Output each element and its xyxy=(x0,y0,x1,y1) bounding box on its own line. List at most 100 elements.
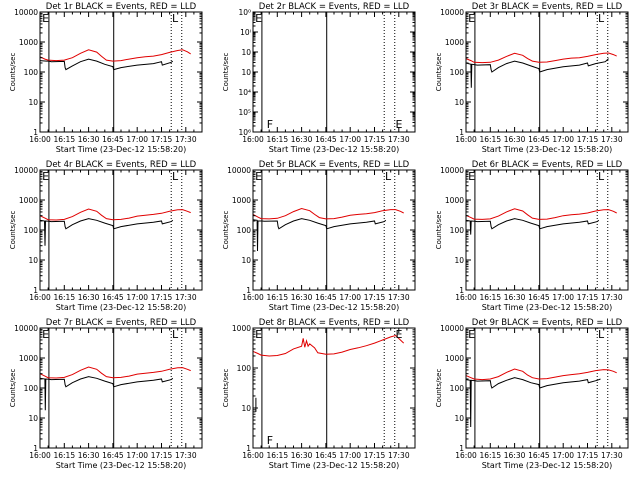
x-axis-label: Start Time (23-Dec-12 15:58:20) xyxy=(482,145,613,154)
y-tick-label: 10⁲ xyxy=(241,48,251,57)
y-tick-label: 1000 xyxy=(19,38,38,47)
y-tick-label: 1000 xyxy=(445,196,464,205)
x-tick-label: 16:15 xyxy=(53,135,75,144)
y-tick-label: 10 xyxy=(28,256,38,265)
y-axis-label: Counts/sec xyxy=(222,369,230,408)
x-tick-label: 17:30 xyxy=(388,135,410,144)
y-tick-label: 100 xyxy=(237,364,252,373)
y-tick-label: 10 xyxy=(241,404,251,413)
x-tick-label: 17:00 xyxy=(552,293,574,302)
y-tick-label: 10000 xyxy=(440,166,464,175)
x-tick-label: 17:00 xyxy=(126,451,148,460)
y-axis-label: Counts/sec xyxy=(435,211,443,250)
x-tick-label: 16:00 xyxy=(455,135,477,144)
marker-l: L xyxy=(598,12,605,25)
detector-plots-grid: Det 1r BLACK = Events, RED = LLD 1 10 100 10… xyxy=(0,0,640,480)
marker-l: L xyxy=(172,170,179,183)
x-axis-label: Start Time (23-Dec-12 15:58:20) xyxy=(56,303,187,312)
marker-f: F xyxy=(267,434,273,447)
x-tick-label: 17:15 xyxy=(364,451,386,460)
series-line-events xyxy=(253,219,386,251)
x-tick-label: 16:15 xyxy=(266,293,288,302)
x-tick-label: 16:15 xyxy=(266,135,288,144)
x-tick-label: 17:00 xyxy=(339,293,361,302)
marker-l: L xyxy=(598,170,605,183)
y-tick-label: 100 xyxy=(24,68,39,77)
plot-frame xyxy=(253,328,415,448)
series-line-lld xyxy=(466,369,617,380)
x-tick-label: 17:00 xyxy=(126,135,148,144)
marker-e: E xyxy=(255,170,262,183)
x-axis-label: Start Time (23-Dec-12 15:58:20) xyxy=(482,461,613,470)
x-tick-label: 16:45 xyxy=(102,451,124,460)
y-tick-label: 10 xyxy=(454,98,464,107)
y-tick-label: 1000 xyxy=(19,196,38,205)
series-line-events xyxy=(40,377,173,411)
series-line-lld xyxy=(40,50,191,61)
marker-l: L xyxy=(385,170,392,183)
series-line-lld xyxy=(466,53,617,63)
y-tick-label: 10000 xyxy=(440,324,464,333)
plot-frame xyxy=(466,170,628,290)
x-tick-label: 17:30 xyxy=(388,451,410,460)
x-tick-label: 16:00 xyxy=(455,451,477,460)
y-tick-label: 1000 xyxy=(232,196,251,205)
x-tick-label: 17:15 xyxy=(151,135,173,144)
x-tick-label: 16:00 xyxy=(29,135,51,144)
x-tick-label: 16:00 xyxy=(455,293,477,302)
y-tick-label: 100 xyxy=(450,68,465,77)
plot-frame xyxy=(40,170,202,290)
marker-l: L xyxy=(172,12,179,25)
series-line-lld xyxy=(40,367,191,378)
x-axis-label: Start Time (23-Dec-12 15:58:20) xyxy=(56,461,187,470)
y-tick-label: 10⁳ xyxy=(241,68,251,77)
y-tick-label: 10ⁱ xyxy=(240,28,251,37)
x-tick-label: 16:30 xyxy=(504,293,526,302)
x-tick-label: 16:45 xyxy=(315,135,337,144)
x-axis-label: Start Time (23-Dec-12 15:58:20) xyxy=(482,303,613,312)
x-tick-label: 16:30 xyxy=(291,135,313,144)
panel-det-2: Det 2r BLACK = Events, RED = LLD10⁶10⁵10… xyxy=(222,2,415,154)
y-axis-label: Counts/sec xyxy=(9,211,17,250)
series-line-events xyxy=(40,219,173,246)
y-tick-label: 100 xyxy=(450,384,465,393)
marker-f: F xyxy=(267,118,273,131)
series-line-lld xyxy=(253,209,404,219)
y-tick-label: 10000 xyxy=(14,166,38,175)
plot-frame xyxy=(40,328,202,448)
y-axis-label: Counts/sec xyxy=(222,211,230,250)
x-tick-label: 16:30 xyxy=(78,451,100,460)
y-tick-label: 10 xyxy=(454,256,464,265)
panel-det-1: Det 1r BLACK = Events, RED = LLD 1 10 100 10… xyxy=(9,2,202,154)
x-tick-label: 16:45 xyxy=(102,293,124,302)
y-axis-label: Counts/sec xyxy=(9,53,17,92)
y-tick-label: 10⁵ xyxy=(238,108,251,117)
y-tick-label: 10000 xyxy=(14,8,38,17)
y-tick-label: 10000 xyxy=(440,8,464,17)
x-tick-label: 16:00 xyxy=(29,293,51,302)
plot-frame xyxy=(253,12,415,132)
x-tick-label: 16:45 xyxy=(315,293,337,302)
marker-e: E xyxy=(255,12,262,25)
plot-frame xyxy=(466,12,628,132)
x-tick-label: 17:15 xyxy=(151,293,173,302)
y-tick-label: 10000 xyxy=(227,166,251,175)
y-tick-label: 10 xyxy=(28,414,38,423)
marker-l: L xyxy=(172,328,179,341)
x-tick-label: 17:15 xyxy=(577,293,599,302)
y-tick-label: 100 xyxy=(450,226,465,235)
x-tick-label: 17:30 xyxy=(175,135,197,144)
y-tick-label: 10 xyxy=(28,98,38,107)
panel-title: Det 9r BLACK = Events, RED = LLD xyxy=(472,318,623,328)
x-tick-label: 16:45 xyxy=(528,451,550,460)
panel-title: Det 2r BLACK = Events, RED = LLD xyxy=(259,2,410,12)
marker-e: E xyxy=(468,12,475,25)
x-tick-label: 16:15 xyxy=(479,293,501,302)
x-tick-label: 17:30 xyxy=(601,135,623,144)
y-tick-label: 10⁴ xyxy=(238,88,251,97)
y-tick-label: 1000 xyxy=(445,354,464,363)
marker-e: E xyxy=(468,170,475,183)
y-tick-label: 100 xyxy=(24,226,39,235)
series-line-events xyxy=(466,219,599,235)
y-tick-label: 100 xyxy=(237,226,252,235)
